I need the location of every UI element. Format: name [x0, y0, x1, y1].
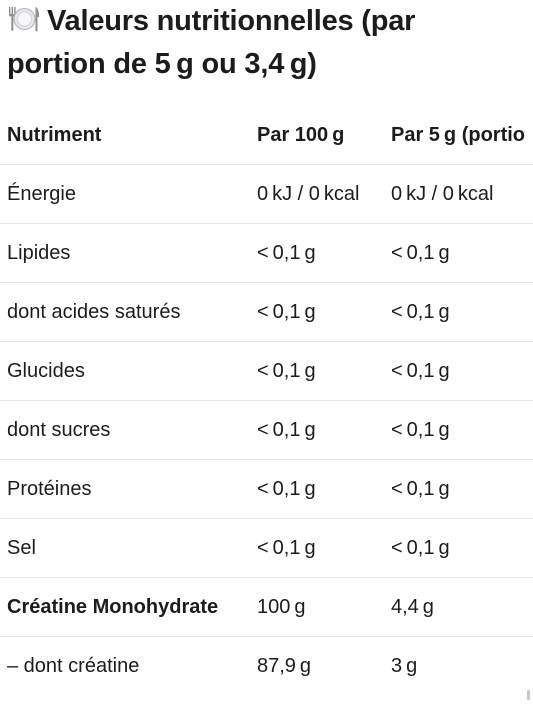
nutrient-name: Protéines — [0, 459, 257, 519]
value-per-portion: 0 kJ / 0 kcal — [391, 164, 533, 224]
value-per-100g: < 0,1 g — [257, 518, 391, 578]
value-per-100g: < 0,1 g — [257, 341, 391, 401]
header-per-100g: Par 100 g — [257, 107, 391, 165]
value-per-portion: < 0,1 g — [391, 518, 533, 578]
nutrition-table: Nutriment Par 100 g Par 5 g (portio Éner… — [0, 107, 533, 695]
value-per-portion: < 0,1 g — [391, 400, 533, 460]
nutrient-name: Créatine Monohydrate — [0, 577, 257, 637]
nutrient-name: Énergie — [0, 164, 257, 224]
title-text-1: Valeurs nutritionnelles (par — [47, 5, 416, 37]
table-row: Créatine Monohydrate 100 g 4,4 g — [0, 577, 533, 637]
value-per-portion: 4,4 g — [391, 577, 533, 637]
header-per-portion: Par 5 g (portio — [391, 107, 533, 165]
table-row: Protéines < 0,1 g < 0,1 g — [0, 459, 533, 519]
value-per-portion: < 0,1 g — [391, 341, 533, 401]
table-row: Lipides < 0,1 g < 0,1 g — [0, 223, 533, 283]
value-per-portion: < 0,1 g — [391, 459, 533, 519]
page-title: Valeurs nutritionnelles (par portion de … — [7, 0, 533, 86]
value-per-100g: 100 g — [257, 577, 391, 637]
value-per-100g: < 0,1 g — [257, 459, 391, 519]
table-row: Énergie 0 kJ / 0 kcal 0 kJ / 0 kcal — [0, 164, 533, 224]
nutrient-name: – dont créatine — [7, 654, 140, 677]
title-line-2: portion de 5 g ou 3,4 g) — [7, 48, 317, 80]
value-per-100g: < 0,1 g — [257, 400, 391, 460]
table-row: dont sucres < 0,1 g < 0,1 g — [0, 400, 533, 460]
value-per-100g: 0 kJ / 0 kcal — [257, 164, 391, 224]
plate-fork-knife-icon — [9, 7, 40, 32]
value-per-100g: 87,9 g — [257, 654, 312, 677]
table-row: – dont créatine 87,9 g 3 g — [0, 637, 533, 696]
value-per-portion: < 0,1 g — [391, 223, 533, 283]
header-nutrient: Nutriment — [0, 107, 257, 165]
table-row: Sel < 0,1 g < 0,1 g — [0, 518, 533, 578]
nutrient-name: dont sucres — [0, 400, 257, 460]
table-header-row: Nutriment Par 100 g Par 5 g (portio — [0, 107, 533, 165]
value-per-100g: < 0,1 g — [257, 282, 391, 342]
scroll-indicator[interactable] — [527, 690, 530, 700]
title-line-1: Valeurs nutritionnelles (par — [7, 0, 533, 43]
table-row: Glucides < 0,1 g < 0,1 g — [0, 341, 533, 401]
nutrient-name: dont acides saturés — [0, 282, 257, 342]
nutrient-name: Lipides — [0, 223, 257, 283]
value-per-portion: 3 g — [391, 654, 418, 677]
nutrient-name: Glucides — [0, 341, 257, 401]
value-per-portion: < 0,1 g — [391, 282, 533, 342]
table-row: dont acides saturés < 0,1 g < 0,1 g — [0, 282, 533, 342]
nutrient-name: Sel — [0, 518, 257, 578]
value-per-100g: < 0,1 g — [257, 223, 391, 283]
nutrition-table-container[interactable]: Nutriment Par 100 g Par 5 g (portio Éner… — [0, 107, 533, 695]
